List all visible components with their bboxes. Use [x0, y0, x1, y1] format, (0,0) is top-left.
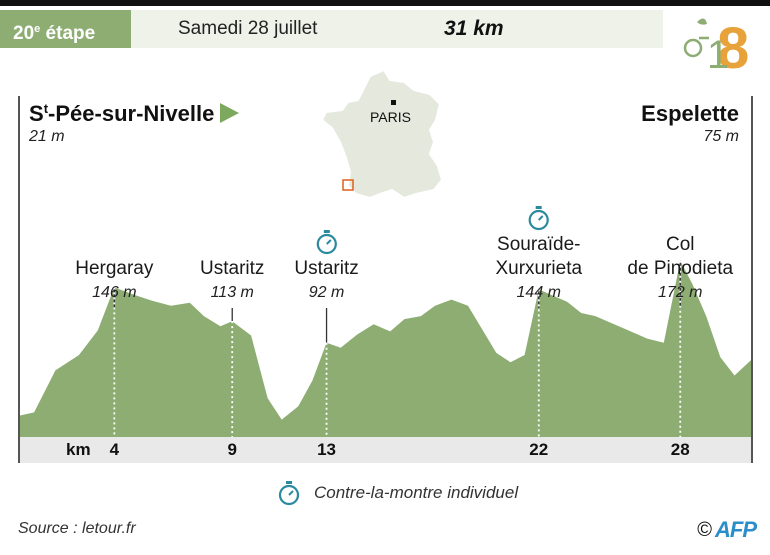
waypoint-label: Ustaritz 92 m	[294, 229, 359, 304]
km-tick-label: 28	[670, 440, 690, 459]
header-band	[131, 10, 663, 48]
waypoint-altitude: 144 m	[516, 284, 561, 301]
stage-distance: 31 km	[444, 17, 504, 40]
start-arrow-icon	[220, 103, 240, 123]
top-rule	[0, 0, 770, 6]
chart-frame	[18, 96, 753, 463]
afp-logo: AFP	[715, 517, 757, 542]
waypoint-name: Souraïde-	[497, 234, 581, 255]
waypoint-label: Souraïde- Xurxurieta 144 m	[495, 205, 582, 304]
legend: Contre-la-montre individuel	[276, 478, 518, 508]
start-altitude: 21 m	[29, 128, 65, 145]
km-tick-label: 13	[317, 440, 337, 459]
tour-2018-logo: 8 1	[683, 16, 749, 74]
waypoint-name: Hergaray	[75, 258, 154, 279]
km-axis-title: km	[66, 440, 91, 459]
waypoint-label: Ustaritz 113 m	[200, 257, 264, 304]
waypoint-name: Col	[665, 234, 695, 255]
waypoint-label: Col de Pinodieta 172 m	[627, 233, 733, 304]
waypoint-name: Ustaritz	[200, 258, 265, 279]
legend-label: Contre-la-montre individuel	[314, 483, 519, 502]
stage-date: Samedi 28 juillet	[178, 18, 318, 39]
stopwatch-icon	[316, 230, 337, 255]
end-altitude: 75 m	[703, 128, 739, 145]
stage-word: étape	[45, 23, 96, 44]
source-note: Source : letour.fr	[18, 520, 136, 537]
waypoint-name: Xurxurieta	[495, 258, 583, 279]
waypoint-name: de Pinodieta	[627, 258, 734, 279]
svg-text:1: 1	[707, 33, 729, 74]
km-tick-label: 22	[529, 440, 549, 459]
stopwatch-icon	[528, 206, 549, 231]
start-town: St-Pée-sur-Nivelle	[29, 101, 240, 127]
stage-suffix: e	[34, 23, 41, 35]
waypoint-altitude: 113 m	[210, 284, 254, 301]
waypoint-altitude: 172 m	[658, 284, 703, 301]
stage-location-marker	[342, 179, 354, 191]
copyright-symbol: ©	[697, 518, 712, 541]
svg-text:8: 8	[717, 16, 749, 74]
header: 20e étape Samedi 28 juillet 31 km	[0, 10, 770, 48]
waypoint-altitude: 146 m	[92, 284, 137, 301]
agency-credit: © AFP	[697, 517, 757, 543]
stage-number: 20	[13, 23, 35, 44]
waypoint-label: Hergaray 146 m	[75, 257, 153, 304]
stage-badge: 20e étape	[0, 10, 131, 48]
profile-area	[20, 260, 751, 437]
waypoint-altitude: 92 m	[308, 284, 345, 301]
stopwatch-icon	[278, 481, 300, 506]
waypoint-name: Ustaritz	[294, 258, 359, 279]
map-city-label: PARIS	[370, 109, 411, 125]
end-town: Espelette	[641, 101, 739, 126]
km-tick-label: 4	[109, 440, 120, 459]
france-map: PARIS	[320, 68, 444, 200]
km-axis-band	[20, 437, 751, 463]
km-tick-label: 9	[227, 440, 237, 459]
